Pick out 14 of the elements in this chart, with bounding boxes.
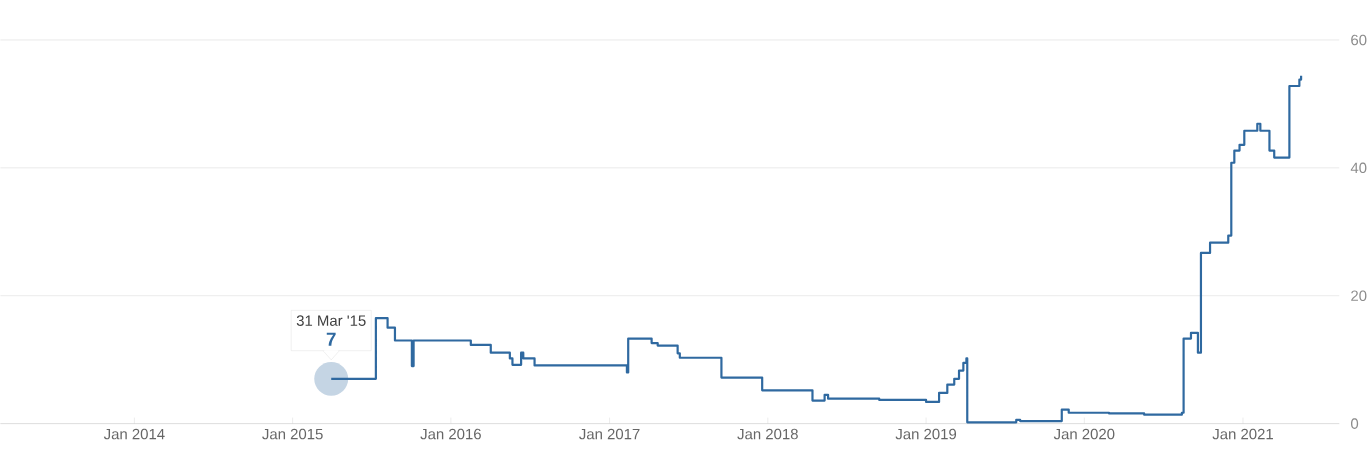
y-tick-label: 20 (1351, 290, 1367, 302)
y-tick-label: 40 (1350, 162, 1367, 174)
y-tick-label: 60 (1351, 34, 1367, 46)
x-tick-label: Jan 2016 (420, 429, 481, 440)
x-tick-label: Jan 2021 (1212, 429, 1273, 440)
y-tick-label: 0 (1351, 418, 1359, 430)
x-tick-label: Jan 2018 (737, 429, 798, 440)
x-tick-label: Jan 2017 (579, 429, 640, 440)
x-tick-label: Jan 2019 (895, 429, 957, 440)
x-tick-label: Jan 2014 (103, 429, 165, 440)
annotation: 31 Mar '15 (296, 315, 366, 327)
x-tick-label: Jan 2015 (262, 429, 323, 440)
x-tick-label: Jan 2020 (1053, 429, 1115, 440)
annotation: 7 (326, 332, 336, 346)
